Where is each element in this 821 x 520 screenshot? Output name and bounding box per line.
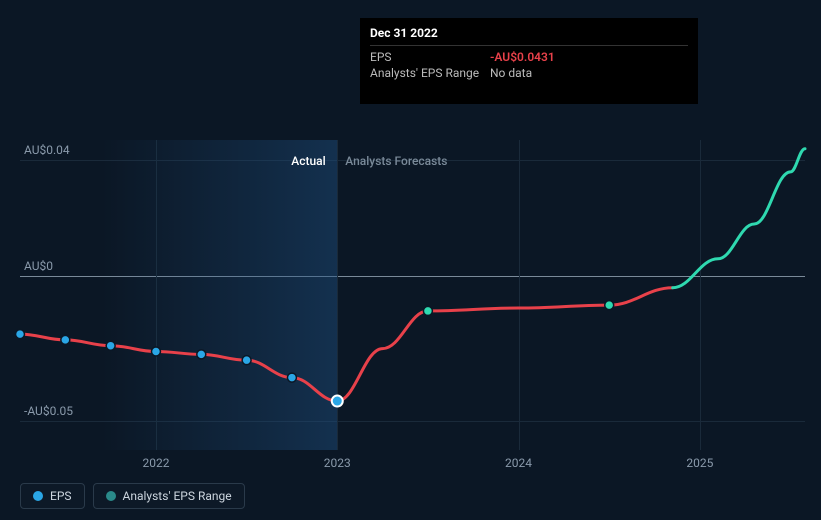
x-axis-label: 2022 [142, 456, 169, 470]
tooltip-date: Dec 31 2022 [370, 26, 688, 46]
legend-item-range[interactable]: Analysts' EPS Range [93, 483, 245, 509]
legend-dot-icon [106, 491, 116, 501]
legend-label: EPS [50, 489, 72, 503]
legend-dot-icon [33, 491, 43, 501]
tooltip-value: -AU$0.0431 [490, 50, 555, 64]
legend-item-eps[interactable]: EPS [20, 483, 85, 509]
chart-tooltip: Dec 31 2022 EPS -AU$0.0431 Analysts' EPS… [360, 18, 698, 104]
legend-label: Analysts' EPS Range [123, 489, 232, 503]
tooltip-value: No data [490, 66, 532, 80]
x-axis-label: 2024 [505, 456, 532, 470]
tooltip-key: EPS [370, 50, 490, 64]
chart-legend: EPS Analysts' EPS Range [20, 483, 245, 509]
x-axis-label: 2025 [686, 456, 713, 470]
tooltip-key: Analysts' EPS Range [370, 66, 490, 80]
chart-svg [20, 140, 805, 450]
x-axis-label: 2023 [324, 456, 351, 470]
tooltip-row-eps: EPS -AU$0.0431 [370, 50, 688, 64]
tooltip-row-range: Analysts' EPS Range No data [370, 66, 688, 80]
